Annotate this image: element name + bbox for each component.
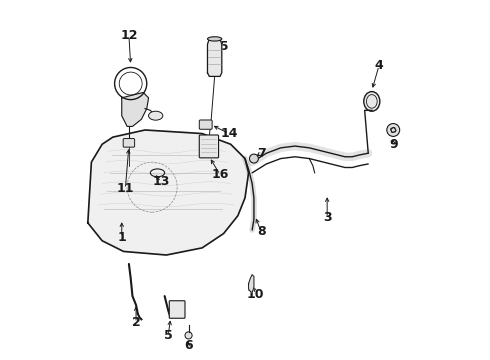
FancyBboxPatch shape: [199, 120, 212, 129]
Polygon shape: [88, 130, 248, 255]
Circle shape: [185, 332, 192, 339]
Text: 9: 9: [389, 138, 397, 151]
Ellipse shape: [148, 111, 163, 120]
Text: 12: 12: [120, 29, 138, 42]
Text: 5: 5: [164, 329, 172, 342]
Text: 8: 8: [257, 225, 266, 238]
Ellipse shape: [207, 37, 222, 41]
Text: 16: 16: [211, 168, 229, 181]
Text: 4: 4: [374, 59, 383, 72]
Ellipse shape: [249, 154, 258, 163]
Text: 10: 10: [247, 288, 265, 301]
Circle shape: [387, 123, 400, 136]
FancyBboxPatch shape: [169, 301, 185, 318]
Text: 6: 6: [184, 338, 193, 351]
FancyBboxPatch shape: [199, 135, 219, 158]
Text: 3: 3: [323, 211, 331, 224]
Text: 15: 15: [211, 40, 229, 53]
Text: 1: 1: [118, 231, 126, 244]
Text: 13: 13: [152, 175, 170, 188]
Text: 14: 14: [220, 127, 238, 140]
FancyBboxPatch shape: [123, 139, 135, 147]
Text: 11: 11: [117, 183, 134, 195]
Text: 7: 7: [257, 147, 266, 160]
Polygon shape: [207, 39, 222, 76]
Polygon shape: [248, 275, 254, 293]
Ellipse shape: [364, 91, 380, 111]
Text: 2: 2: [132, 316, 141, 329]
Polygon shape: [122, 93, 148, 126]
